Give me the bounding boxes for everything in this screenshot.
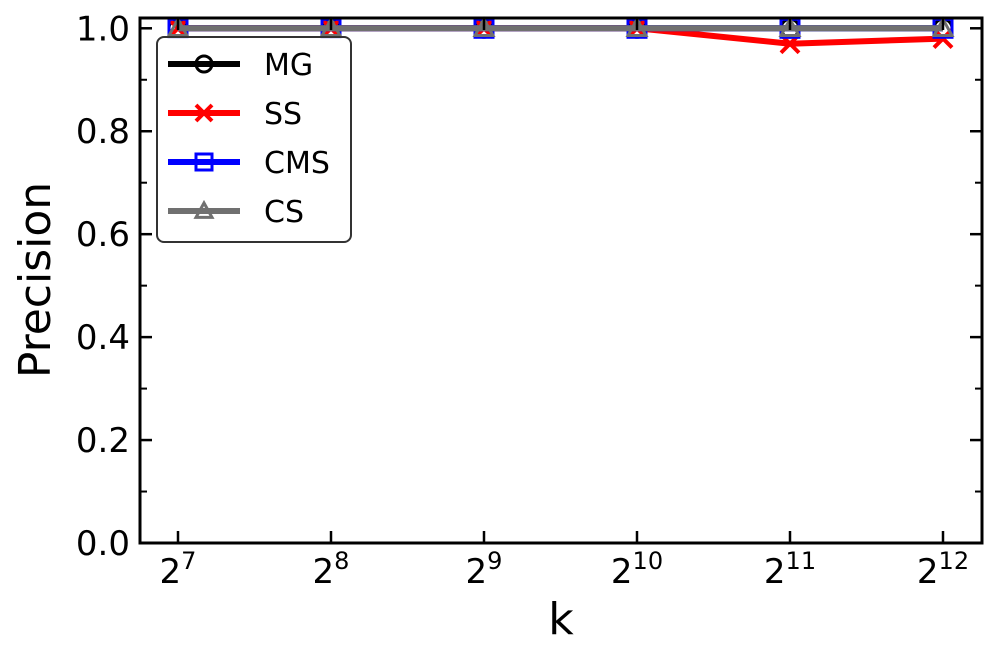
- y-tick-label: 0.0: [76, 524, 130, 564]
- x-tick-label: 29: [466, 547, 503, 592]
- x-tick-label: 27: [160, 547, 197, 592]
- legend-swatch-marker: [194, 103, 214, 123]
- data-point-cs: [166, 16, 190, 37]
- data-point-cs: [931, 16, 955, 37]
- data-point-cs: [778, 16, 802, 37]
- x-tick-label: 28: [313, 547, 350, 592]
- y-axis-title: Precision: [10, 182, 61, 378]
- legend-item-mg: MG: [168, 48, 313, 83]
- legend-label: CS: [264, 195, 304, 230]
- axes-layer: 27 28 29 210 211 212 0.0 0.2 0.4 0.6 0.8 1.0: [76, 9, 984, 592]
- series-layer: [166, 16, 955, 55]
- x-axis-title: k: [548, 594, 574, 645]
- legend-swatch-marker-stroke-b: [194, 103, 214, 123]
- y-tick-label: 1.0: [76, 9, 130, 49]
- legend-item-ss: SS: [168, 97, 302, 132]
- plot-frame: [138, 16, 984, 545]
- legend-swatch-marker: [194, 54, 214, 74]
- y-tick-label: 0.2: [76, 421, 130, 461]
- y-tick-label: 0.6: [76, 215, 130, 255]
- series-cs: [166, 16, 955, 37]
- x-tick-label: 211: [764, 547, 816, 592]
- y-tick-label: 0.4: [76, 318, 130, 358]
- legend-box: [156, 36, 352, 243]
- data-point-cs: [472, 16, 496, 37]
- data-point-cs: [625, 16, 649, 37]
- legend-swatch-marker: [194, 152, 214, 172]
- legend-item-cs: CS: [168, 195, 304, 230]
- legend-item-cms: CMS: [168, 146, 330, 181]
- legend-swatch-marker: [193, 199, 215, 219]
- legend: MG SS CMS CS: [156, 36, 352, 243]
- x-tick-label: 212: [917, 547, 969, 592]
- legend-label: MG: [264, 48, 313, 83]
- x-tick-label: 210: [611, 547, 663, 592]
- y-tick-label: 0.8: [76, 112, 130, 152]
- legend-label: SS: [264, 97, 302, 132]
- legend-label: CMS: [264, 146, 330, 181]
- data-point-cs: [319, 16, 343, 37]
